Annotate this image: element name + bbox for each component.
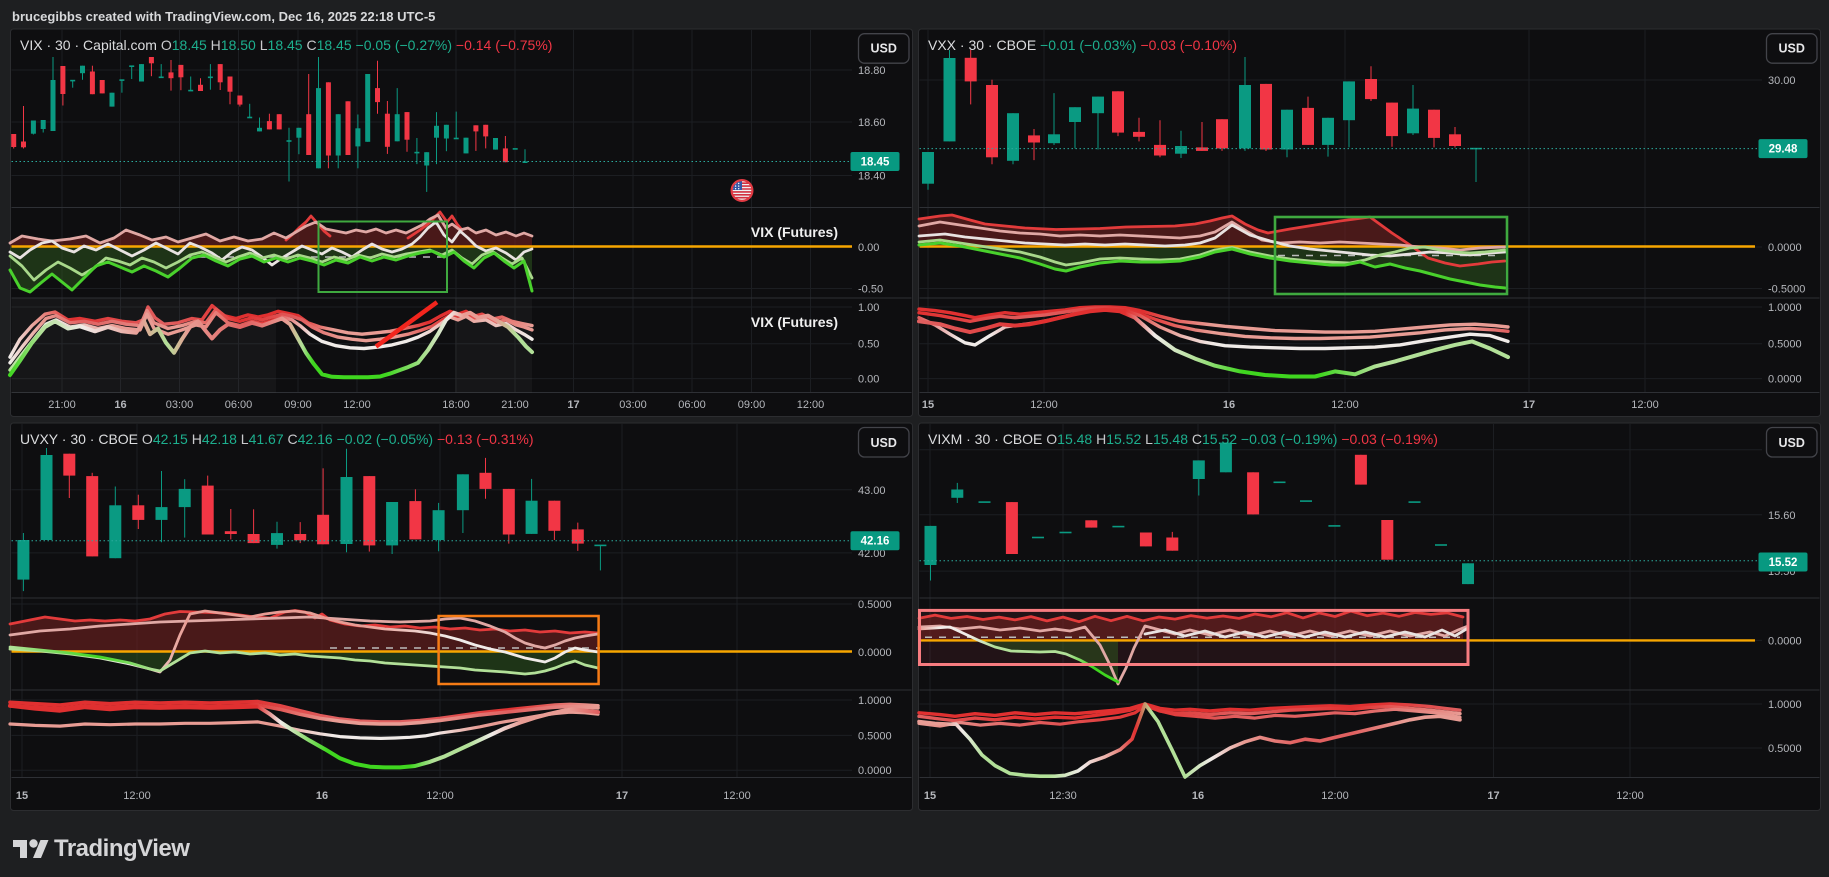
svg-text:42.00: 42.00 <box>858 548 886 560</box>
svg-text:0.0000: 0.0000 <box>1768 635 1802 647</box>
svg-text:03:00: 03:00 <box>166 399 194 411</box>
svg-text:16: 16 <box>1223 399 1235 411</box>
svg-text:0.5000: 0.5000 <box>1768 743 1802 755</box>
svg-text:30.00: 30.00 <box>1768 75 1796 87</box>
svg-text:0.50: 0.50 <box>858 339 879 351</box>
svg-text:12:00: 12:00 <box>426 790 454 802</box>
svg-text:21:00: 21:00 <box>501 399 529 411</box>
svg-text:18:00: 18:00 <box>442 399 470 411</box>
svg-text:0.0000: 0.0000 <box>858 765 892 777</box>
svg-text:15: 15 <box>924 790 936 802</box>
svg-text:17: 17 <box>616 790 628 802</box>
svg-text:18.40: 18.40 <box>858 171 886 183</box>
svg-text:12:00: 12:00 <box>1631 399 1659 411</box>
svg-text:21:00: 21:00 <box>48 399 76 411</box>
svg-text:29.48: 29.48 <box>1769 144 1798 156</box>
svg-text:12:00: 12:00 <box>123 790 151 802</box>
svg-text:1.0000: 1.0000 <box>858 695 892 707</box>
svg-text:VXX · 30 · CBOE −0.01 (−0.03%: VXX · 30 · CBOE −0.01 (−0.03%) −0.03 (−0… <box>928 37 1237 53</box>
svg-text:TradingView: TradingView <box>54 835 190 862</box>
svg-text:1.00: 1.00 <box>858 302 879 314</box>
svg-text:-0.5000: -0.5000 <box>1768 284 1805 296</box>
svg-text:0.0000: 0.0000 <box>858 647 892 659</box>
svg-text:12:00: 12:00 <box>1321 790 1349 802</box>
svg-text:-0.50: -0.50 <box>858 284 883 296</box>
svg-text:15: 15 <box>16 790 28 802</box>
svg-text:0.0000: 0.0000 <box>1768 374 1802 386</box>
svg-text:12:00: 12:00 <box>1331 399 1359 411</box>
svg-text:18.45: 18.45 <box>861 157 890 169</box>
svg-text:18.60: 18.60 <box>858 117 886 129</box>
svg-text:VIX · 30 · Capital.com O18.45: VIX · 30 · Capital.com O18.45 H18.50 L18… <box>20 37 552 53</box>
svg-text:0.5000: 0.5000 <box>1768 339 1802 351</box>
svg-text:12:00: 12:00 <box>797 399 825 411</box>
svg-text:12:00: 12:00 <box>1030 399 1058 411</box>
svg-text:USD: USD <box>870 436 896 450</box>
svg-text:12:00: 12:00 <box>1616 790 1644 802</box>
svg-text:17: 17 <box>1487 790 1499 802</box>
svg-text:12:30: 12:30 <box>1049 790 1077 802</box>
svg-text:42.16: 42.16 <box>861 536 890 548</box>
svg-text:0.5000: 0.5000 <box>858 730 892 742</box>
svg-text:06:00: 06:00 <box>678 399 706 411</box>
svg-text:43.00: 43.00 <box>858 485 886 497</box>
svg-text:USD: USD <box>1778 436 1804 450</box>
svg-text:15: 15 <box>922 399 934 411</box>
svg-text:0.0000: 0.0000 <box>1768 242 1802 254</box>
svg-text:18.80: 18.80 <box>858 65 886 77</box>
svg-text:VIX (Futures): VIX (Futures) <box>751 314 838 330</box>
svg-text:0.5000: 0.5000 <box>858 599 892 611</box>
svg-text:USD: USD <box>1778 42 1804 56</box>
svg-text:USD: USD <box>870 42 896 56</box>
svg-text:VIX (Futures): VIX (Futures) <box>751 224 838 240</box>
svg-text:1.0000: 1.0000 <box>1768 699 1802 711</box>
svg-text:17: 17 <box>1523 399 1535 411</box>
svg-text:17: 17 <box>567 399 579 411</box>
svg-text:03:00: 03:00 <box>619 399 647 411</box>
svg-text:15.60: 15.60 <box>1768 510 1796 522</box>
svg-text:09:00: 09:00 <box>738 399 766 411</box>
svg-text:VIXM · 30 · CBOE O15.48 H15.: VIXM · 30 · CBOE O15.48 H15.52 L15.48 C1… <box>928 431 1438 447</box>
svg-text:brucegibbs created with Tradin: brucegibbs created with TradingView.com,… <box>12 9 435 24</box>
svg-text:1.0000: 1.0000 <box>1768 302 1802 314</box>
svg-text:UVXY · 30 · CBOE O42.15 H42.: UVXY · 30 · CBOE O42.15 H42.18 L41.67 C4… <box>20 431 534 447</box>
svg-text:15.52: 15.52 <box>1769 557 1798 569</box>
svg-text:12:00: 12:00 <box>723 790 751 802</box>
svg-text:12:00: 12:00 <box>343 399 371 411</box>
svg-text:09:00: 09:00 <box>284 399 312 411</box>
svg-text:16: 16 <box>316 790 328 802</box>
svg-text:0.00: 0.00 <box>858 374 879 386</box>
svg-text:16: 16 <box>114 399 126 411</box>
svg-text:06:00: 06:00 <box>225 399 253 411</box>
svg-text:16: 16 <box>1192 790 1204 802</box>
svg-text:0.00: 0.00 <box>858 242 879 254</box>
